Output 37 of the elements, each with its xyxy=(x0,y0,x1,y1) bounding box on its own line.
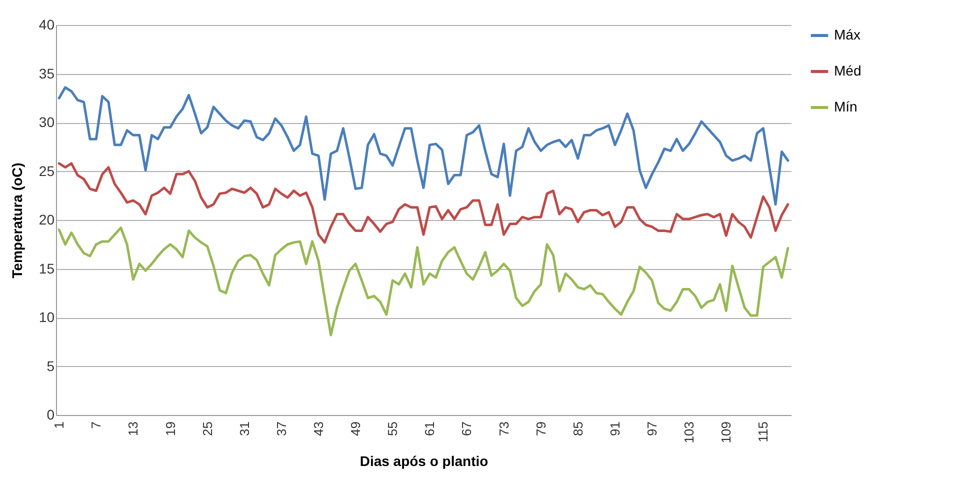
y-tick-label: 35 xyxy=(38,65,55,82)
y-tick-label: 30 xyxy=(38,114,55,130)
x-tick-label: 67 xyxy=(459,422,474,436)
x-axis-title: Dias após o plantio xyxy=(360,453,488,470)
x-tick-label: 19 xyxy=(162,422,178,436)
x-tick-label: 85 xyxy=(570,422,586,436)
x-tick-label: 79 xyxy=(533,422,548,436)
x-tick-label: 49 xyxy=(348,422,364,436)
line-series xyxy=(58,86,790,206)
x-tick-label: 1 xyxy=(52,422,67,429)
y-tick-label: 15 xyxy=(38,260,55,276)
x-tick-label: 109 xyxy=(718,422,734,444)
x-tick-label: 55 xyxy=(385,422,400,436)
y-tick-label: 20 xyxy=(38,212,55,228)
x-tick-label: 61 xyxy=(422,422,438,436)
x-tick-label: 25 xyxy=(200,422,215,436)
x-tick-label: 103 xyxy=(682,422,697,444)
x-tick-label: 73 xyxy=(496,422,512,436)
line-series xyxy=(58,162,790,244)
x-tick-label: 91 xyxy=(607,422,622,436)
x-tick-label: 97 xyxy=(644,422,660,436)
y-tick-label: 0 xyxy=(46,406,55,422)
y-tick-label: 10 xyxy=(38,309,55,325)
line-series xyxy=(58,226,790,336)
x-tick-label: 37 xyxy=(274,422,289,436)
x-tick-label: 115 xyxy=(756,422,771,442)
legend-label: Méd xyxy=(834,62,862,78)
x-tick-label: 43 xyxy=(311,422,326,436)
legend-label: Máx xyxy=(834,26,860,42)
y-axis-title: Temperatura (oC) xyxy=(8,162,25,278)
y-tick-label: 40 xyxy=(38,16,55,32)
legend-label: Mín xyxy=(834,98,858,114)
x-tick-label: 13 xyxy=(126,422,141,436)
y-tick-label: 25 xyxy=(38,162,55,179)
x-tick-label: 7 xyxy=(88,422,104,429)
x-tick-label: 31 xyxy=(236,422,252,436)
y-tick-label: 5 xyxy=(46,358,55,374)
